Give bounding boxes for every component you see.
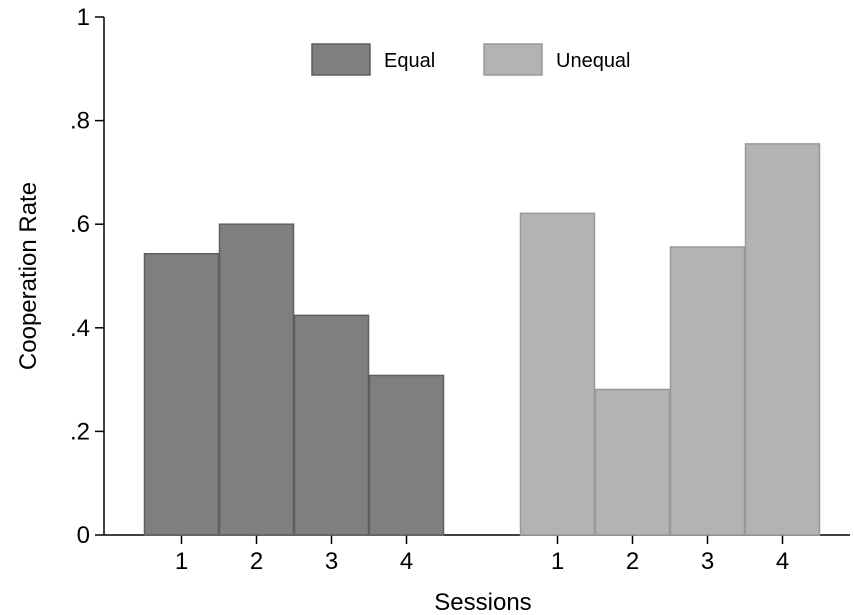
y-axis: 0 .2 .4 .6 .8 1: [70, 4, 105, 549]
x-axis-title: Sessions: [434, 589, 531, 615]
legend-swatch-equal: [311, 43, 371, 76]
bar-equal-3: [293, 314, 370, 536]
bar-equal-4: [368, 374, 445, 536]
x-tick-label: 2: [626, 548, 639, 575]
y-tick-label: 1: [77, 4, 90, 31]
y-tick-label: 0: [77, 522, 90, 549]
y-tick-label: .2: [70, 418, 90, 445]
legend: Equal Unequal: [311, 43, 631, 76]
x-tick-label: 3: [701, 548, 714, 575]
bar-equal-1: [143, 252, 220, 536]
bars-group: [143, 143, 821, 536]
y-axis-title: Cooperation Rate: [15, 182, 42, 370]
x-tick-label: 4: [776, 548, 789, 575]
bar-unequal-3: [669, 246, 746, 536]
bar-unequal-2: [594, 388, 671, 536]
x-tick-label: 3: [325, 548, 338, 575]
x-axis: 1 2 3 4 1 2 3 4: [104, 534, 850, 575]
x-tick-label: 2: [250, 548, 263, 575]
bar-unequal-1: [519, 212, 596, 536]
x-tick-label: 4: [400, 548, 413, 575]
y-tick-label: .6: [70, 211, 90, 238]
y-tick-label: .8: [70, 108, 90, 135]
x-tick-label: 1: [175, 548, 188, 575]
x-tick-label: 1: [551, 548, 564, 575]
legend-swatch-unequal: [483, 43, 543, 76]
y-tick-label: .4: [70, 315, 90, 342]
legend-label-unequal: Unequal: [556, 50, 631, 72]
legend-label-equal: Equal: [384, 50, 435, 72]
bar-equal-2: [218, 223, 295, 536]
bar-unequal-4: [744, 143, 821, 536]
